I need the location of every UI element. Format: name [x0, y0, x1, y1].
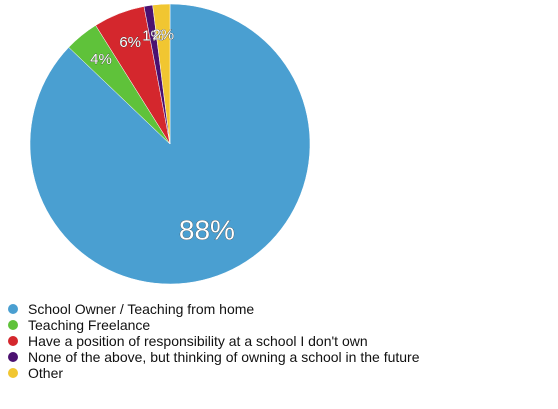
- legend-swatch-icon: [8, 352, 18, 362]
- pie-value-labels: 88% 4% 6% 1%2%: [90, 26, 235, 246]
- legend-label: Teaching Freelance: [28, 317, 151, 333]
- legend-item: Other: [8, 365, 420, 381]
- legend-item: Teaching Freelance: [8, 317, 420, 333]
- pie-slices: [29, 3, 311, 285]
- legend-item: None of the above, but thinking of ownin…: [8, 349, 420, 365]
- legend-label: Have a position of responsibility at a s…: [28, 333, 368, 349]
- legend-swatch-icon: [8, 304, 18, 314]
- slice-value-label: 4%: [90, 51, 112, 68]
- legend-item: School Owner / Teaching from home: [8, 301, 420, 317]
- legend-item: Have a position of responsibility at a s…: [8, 333, 420, 349]
- slice-value-label: 2%: [152, 27, 174, 44]
- legend-swatch-icon: [8, 336, 18, 346]
- slice-value-label: 88%: [179, 215, 235, 246]
- legend-label: School Owner / Teaching from home: [28, 301, 255, 317]
- slice-value-label: 6%: [119, 34, 141, 51]
- pie-slice: [152, 3, 171, 145]
- slice-value-label: 1%: [142, 28, 164, 45]
- legend: School Owner / Teaching from home Teachi…: [8, 301, 420, 381]
- legend-swatch-icon: [8, 368, 18, 378]
- legend-label: None of the above, but thinking of ownin…: [28, 349, 420, 365]
- legend-swatch-icon: [8, 320, 18, 330]
- legend-label: Other: [28, 365, 64, 381]
